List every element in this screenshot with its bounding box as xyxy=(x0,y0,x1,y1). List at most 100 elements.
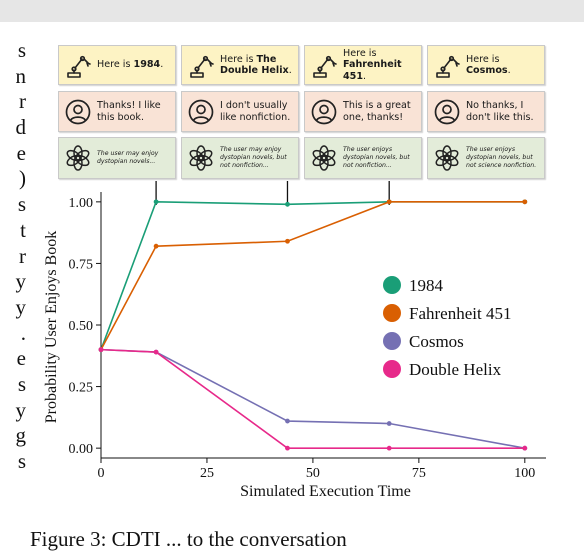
left-text-fragment: ) xyxy=(19,166,26,191)
user-card-3: This is a great one, thanks! xyxy=(304,91,422,132)
series-4-point xyxy=(98,347,104,353)
legend-label-1: 1984 xyxy=(409,276,444,295)
left-text-fragment: s xyxy=(17,371,26,396)
user-message: I don't usually like nonfiction. xyxy=(220,100,291,123)
legend-swatch-3 xyxy=(383,332,401,350)
series-line-2 xyxy=(100,201,525,351)
left-text-fragment: . xyxy=(20,320,26,345)
browser-top-bar xyxy=(0,0,584,22)
legend-swatch-4 xyxy=(383,360,401,378)
assistant-message-suffix: . xyxy=(288,65,292,76)
left-text-fragment: t xyxy=(20,217,26,242)
robot-card-1: Here is 1984. xyxy=(58,45,176,85)
user-avatar-icon xyxy=(432,97,462,127)
y-tick-label: 1.00 xyxy=(69,196,94,211)
robot-arm-icon xyxy=(309,50,339,80)
y-axis-label: Probability User Enjoys Book xyxy=(43,231,60,423)
openai-logo-icon xyxy=(432,143,462,173)
user-card-4: No thanks, I don't like this. xyxy=(427,91,545,132)
user-card-1: Thanks! I like this book. xyxy=(58,91,176,132)
legend-swatch-2 xyxy=(383,304,401,322)
assistant-message: Here is Fahrenheit 451. xyxy=(343,48,418,83)
assistant-message-prefix: Here is xyxy=(97,59,134,71)
model-card-1: The user may enjoy dystopian novels... xyxy=(58,137,176,179)
y-tick-label: 0.50 xyxy=(69,319,94,334)
assistant-message: Here is The Double Helix. xyxy=(220,54,295,77)
series-1-point xyxy=(285,201,290,207)
assistant-message: Here is 1984. xyxy=(97,59,172,71)
series-4-point xyxy=(285,445,290,451)
assistant-message-title: Cosmos xyxy=(466,65,508,76)
assistant-message-prefix: Here is xyxy=(220,53,257,65)
left-column-text-fragments: s n r d e) s t r y y. e s y g s xyxy=(0,38,27,475)
legend-swatch-1 xyxy=(383,276,401,294)
user-card-2: I don't usually like nonfiction. xyxy=(181,91,299,132)
x-tick-label: 25 xyxy=(200,466,214,481)
user-message: This is a great one, thanks! xyxy=(343,100,411,123)
left-text-fragment: r xyxy=(19,89,26,114)
y-tick-label: 0.00 xyxy=(69,442,94,457)
series-1-point xyxy=(153,199,159,205)
x-tick-label: 50 xyxy=(306,466,320,481)
series-4-point xyxy=(522,445,528,451)
series-line-1 xyxy=(100,201,525,350)
left-text-fragment: s xyxy=(17,449,26,473)
robot-card-2: Here is The Double Helix. xyxy=(181,45,299,85)
legend-label-4: Double Helix xyxy=(409,360,502,379)
left-text-fragment: y xyxy=(15,397,27,422)
model-belief-summary: The user enjoys dystopian novels, but no… xyxy=(343,146,410,169)
user-message: No thanks, I don't like this. xyxy=(466,100,534,123)
assistant-message-suffix: . xyxy=(160,59,164,71)
assistant-message-prefix: Here is xyxy=(343,47,377,59)
model-card-2: The user may enjoy dystopian novels, but… xyxy=(181,137,299,179)
left-text-fragment: s xyxy=(17,192,26,217)
left-text-fragment: d xyxy=(15,115,27,140)
series-3-point xyxy=(285,418,290,424)
robot-arm-icon xyxy=(63,50,93,80)
series-4-point xyxy=(386,445,392,451)
assistant-message-suffix: . xyxy=(507,65,511,76)
figure-caption: Figure 3: CDTI ... to the conversation xyxy=(30,527,347,551)
openai-logo-icon xyxy=(186,143,216,173)
openai-logo-icon xyxy=(63,143,93,173)
y-tick-label: 0.25 xyxy=(69,381,94,396)
assistant-message-prefix: Here is xyxy=(466,53,500,65)
robot-card-3: Here is Fahrenheit 451. xyxy=(304,45,422,85)
legend-label-2: Fahrenheit 451 xyxy=(409,304,511,323)
x-tick-label: 100 xyxy=(514,466,535,481)
series-3-point xyxy=(386,421,392,426)
model-belief-summary: The user may enjoy dystopian novels... xyxy=(97,150,159,165)
assistant-message-suffix: . xyxy=(363,70,367,82)
robot-arm-icon xyxy=(186,50,216,80)
left-text-fragment: n xyxy=(15,63,27,88)
assistant-message-title: 1984 xyxy=(133,59,161,71)
legend-label-3: Cosmos xyxy=(409,332,464,351)
model-card-3: The user enjoys dystopian novels, but no… xyxy=(304,137,422,179)
x-axis-label: Simulated Execution Time xyxy=(240,483,411,500)
assistant-message-title: Fahrenheit 451 xyxy=(343,59,402,82)
model-card-4: The user enjoys dystopian novels, but no… xyxy=(427,137,545,179)
left-text-fragment: e xyxy=(16,140,26,165)
left-text-fragment: y xyxy=(15,269,27,294)
series-4-point xyxy=(153,349,159,355)
user-message: Thanks! I like this book. xyxy=(97,100,161,123)
left-text-fragment: s xyxy=(17,38,26,62)
left-text-fragment: y xyxy=(15,294,27,319)
probability-line-chart: 0.00 0.25 0.50 0.75 1.00 0 25 50 75 100 Simulated … xyxy=(43,181,546,500)
model-belief-summary: The user may enjoy dystopian novels, but… xyxy=(220,146,287,169)
openai-logo-icon xyxy=(309,143,339,173)
series-2-point xyxy=(386,199,392,205)
robot-arm-icon xyxy=(432,50,462,80)
left-text-fragment: g xyxy=(15,423,27,448)
series-2-point xyxy=(285,238,290,244)
left-text-fragment: e xyxy=(16,346,26,371)
y-tick-label: 0.75 xyxy=(69,257,94,272)
x-tick-label: 75 xyxy=(412,466,426,481)
series-2-point xyxy=(522,199,528,205)
x-tick-label: 0 xyxy=(98,466,105,481)
left-text-fragment: r xyxy=(19,243,26,268)
user-avatar-icon xyxy=(63,97,93,127)
robot-card-4: Here is Cosmos. xyxy=(427,45,545,85)
series-2-point xyxy=(153,243,159,249)
model-belief-summary: The user enjoys dystopian novels, but no… xyxy=(466,146,537,169)
